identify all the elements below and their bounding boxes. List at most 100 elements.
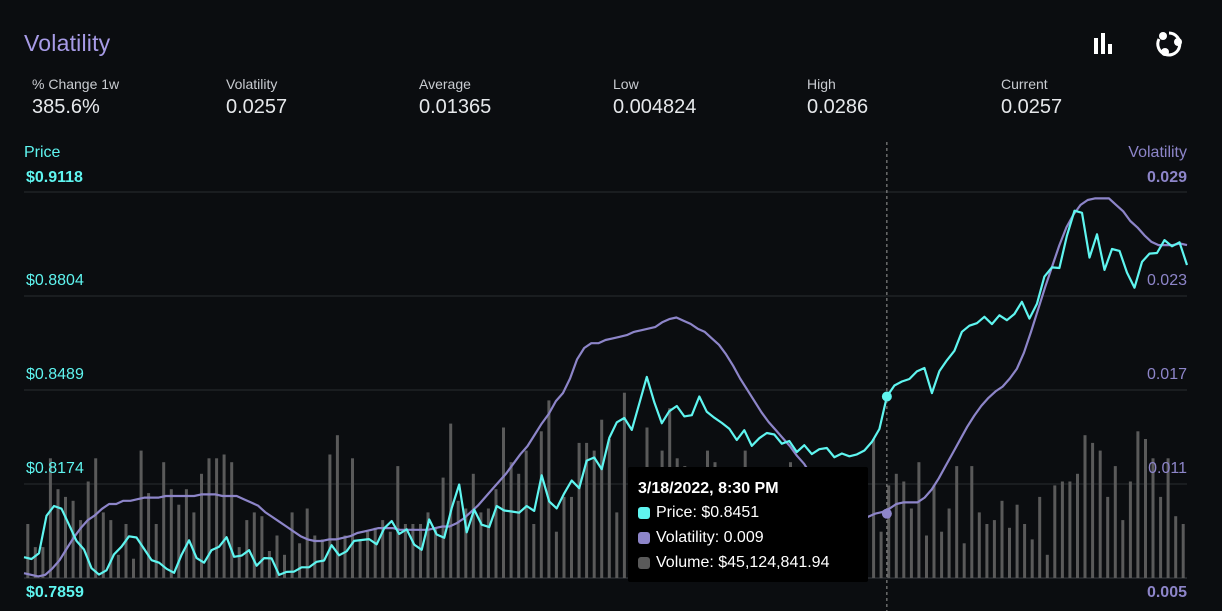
volume-bar: [79, 520, 83, 578]
volume-bar: [940, 531, 944, 578]
volume-bar: [577, 442, 581, 578]
volume-bar: [132, 558, 135, 578]
share-icon: [1156, 31, 1182, 57]
volume-bar: [154, 524, 158, 578]
volume-bar: [449, 423, 453, 578]
volume-bar: [298, 543, 302, 578]
price-swatch: [638, 507, 650, 519]
volume-bar: [992, 520, 996, 578]
volume-bar: [64, 496, 67, 578]
bar-chart-icon: [1094, 33, 1112, 54]
volatility-tick-label: 0.017: [1146, 366, 1187, 383]
volume-bar: [267, 551, 271, 578]
volume-bar: [222, 454, 226, 578]
chart-type-button[interactable]: [1088, 28, 1120, 60]
volatility-tick-label: 0.023: [1146, 272, 1187, 289]
stats-row: % Change 1w 385.6% Volatility 0.0257 Ave…: [0, 76, 1222, 126]
volume-bar: [1023, 524, 1027, 578]
volume-bar: [396, 466, 400, 578]
stat-value: 0.0286: [807, 96, 869, 118]
volume-bar: [1038, 496, 1042, 578]
volatility-tick-label: 0.029: [1146, 169, 1187, 186]
volume-bar: [139, 450, 143, 578]
stat-label: Current: [1001, 76, 1048, 92]
volume-bar: [1113, 466, 1117, 578]
volume-bar: [1121, 520, 1125, 578]
volume-bar: [441, 477, 445, 578]
volume-bar: [426, 512, 430, 578]
volume-bar: [109, 520, 113, 578]
volume-bar: [320, 539, 324, 578]
volume-bar: [517, 473, 521, 578]
volume-bar: [419, 524, 422, 578]
volume-bar: [600, 419, 604, 578]
volume-bar: [1060, 481, 1064, 578]
stat-value: 0.01365: [419, 96, 492, 118]
volume-bar: [283, 554, 286, 578]
stat-change: % Change 1w 385.6%: [32, 76, 119, 119]
volume-bar: [245, 520, 249, 578]
volume-bar: [147, 493, 151, 578]
volume-bar: [985, 524, 989, 578]
volume-bar: [48, 458, 52, 578]
price-tick-label: $0.8489: [26, 366, 84, 383]
volume-bar: [215, 458, 219, 578]
volume-bar: [94, 458, 98, 578]
volume-bar: [116, 554, 120, 578]
price-tick-label: $0.8174: [26, 460, 84, 477]
volume-bar: [230, 462, 234, 578]
volume-bar: [917, 462, 921, 578]
volume-bar: [1076, 473, 1079, 578]
volume-bar: [509, 462, 513, 578]
volume-bar: [33, 547, 37, 578]
volume-bar: [456, 500, 460, 578]
stat-volatility: Volatility 0.0257: [226, 76, 287, 119]
volume-bar: [328, 454, 332, 578]
tooltip-title: 3/18/2022, 8:30 PM: [638, 480, 779, 497]
volume-bar: [532, 524, 536, 578]
volume-bar: [1030, 539, 1034, 578]
volatility-tick-label: 0.011: [1148, 460, 1187, 477]
stat-label: Average: [419, 76, 471, 92]
volume-bar: [607, 439, 611, 578]
volatility-axis-label: Volatility: [1128, 144, 1187, 161]
volume-bar: [177, 504, 181, 578]
volume-bar: [411, 524, 415, 578]
volatility-swatch: [638, 532, 650, 544]
stat-label: Low: [613, 76, 639, 92]
volume-bar: [200, 473, 203, 578]
volume-bar: [1008, 527, 1011, 578]
volume-bar: [1106, 496, 1110, 578]
volume-bar: [494, 489, 498, 578]
share-button[interactable]: [1153, 28, 1185, 60]
volume-bar: [434, 527, 438, 578]
volume-bar: [335, 435, 339, 578]
volume-bar: [977, 512, 981, 578]
volume-bar: [388, 531, 392, 578]
volume-bar: [471, 473, 475, 578]
volume-bar: [909, 508, 913, 578]
volume-bar: [1091, 442, 1095, 578]
volume-bar: [1068, 481, 1072, 578]
stat-average: Average 0.01365: [419, 76, 491, 119]
price-marker: [881, 391, 892, 402]
price-tick-label: $0.9118: [26, 169, 83, 186]
volume-bar: [290, 512, 294, 578]
volatility-line: [23, 197, 1188, 578]
volume-bar: [237, 547, 241, 578]
volume-bar: [169, 489, 173, 578]
volume-bar: [358, 539, 362, 578]
volume-bar: [925, 535, 928, 578]
volume-bar: [1045, 554, 1049, 578]
volume-bar: [947, 508, 951, 578]
volume-bar: [486, 508, 490, 578]
volume-bar: [1159, 496, 1163, 578]
volume-bar: [872, 439, 876, 578]
volume-bar: [1015, 504, 1019, 578]
price-line: [23, 209, 1189, 576]
volume-bar: [562, 496, 566, 578]
price-axis-label: Price: [24, 144, 61, 161]
volume-bar: [622, 392, 626, 578]
stat-label: % Change 1w: [32, 76, 120, 92]
